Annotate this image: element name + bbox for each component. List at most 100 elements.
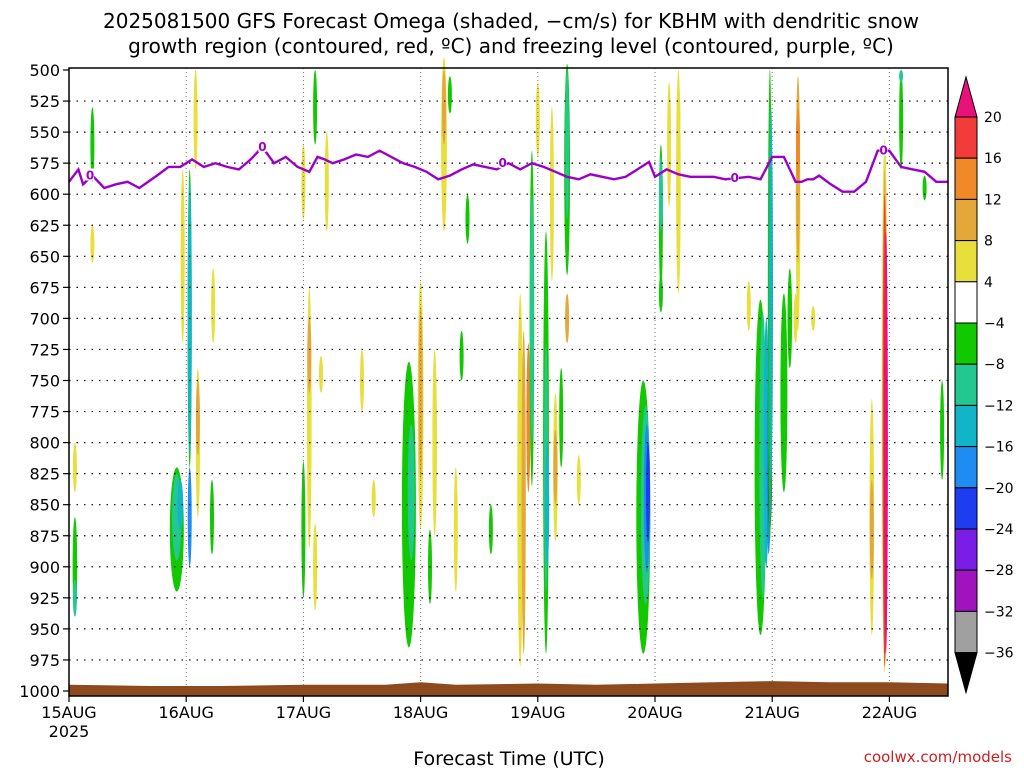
- omega-cell-65: [676, 82, 681, 157]
- omega-cell-90: [922, 175, 927, 201]
- colorbar-label-7: −12: [984, 398, 1014, 414]
- omega-cell-89: [940, 380, 945, 480]
- omega-cell-55: [535, 82, 540, 157]
- colorbar-top-arrow: [954, 75, 978, 118]
- omega-cell-83: [869, 479, 874, 580]
- y-tick-label-975: 975: [29, 651, 60, 670]
- freezing-label-bg-1: [258, 140, 267, 153]
- freezing-level-label-4: 0: [879, 144, 887, 158]
- omega-cell-20: [313, 523, 318, 611]
- colorbar-band-3: [954, 240, 978, 283]
- x-tick-label-20AUG: 20AUG: [627, 703, 682, 722]
- colorbar-band-5: [954, 322, 978, 365]
- omega-cell-39: [488, 504, 493, 555]
- freezing-label-bg-3: [730, 171, 739, 184]
- colorbar-band-11: [954, 569, 978, 612]
- colorbar-band-7: [954, 404, 978, 448]
- y-tick-label-550: 550: [29, 123, 60, 142]
- freezing-level-line: [68, 145, 948, 193]
- omega-cell-88: [899, 70, 904, 170]
- omega-cell-41: [521, 330, 526, 654]
- colorbar-band-1: [954, 157, 978, 200]
- colorbar-band-9: [954, 487, 978, 530]
- omega-cell-49: [553, 430, 558, 505]
- omega-cell-28: [407, 424, 415, 561]
- omega-cell-80: [746, 281, 751, 331]
- colorbar-label-2: 12: [984, 192, 1002, 208]
- omega-cell-31: [432, 349, 438, 536]
- omega-cell-87: [883, 231, 888, 654]
- x-axis-title: Forecast Time (UTC): [413, 748, 604, 768]
- omega-cell-17: [301, 461, 306, 598]
- colorbar-label-5: −4: [984, 316, 1005, 332]
- omega-cell-37: [459, 330, 464, 381]
- omega-cell-35: [447, 76, 452, 114]
- omega-cell-10: [187, 467, 192, 567]
- y-tick-label-600: 600: [29, 185, 60, 204]
- omega-cell-13: [195, 380, 200, 456]
- y-tick-label-850: 850: [29, 496, 60, 515]
- omega-cell-3: [90, 225, 95, 263]
- y-tick-label-500: 500: [29, 61, 60, 80]
- y-tick-label-750: 750: [29, 372, 60, 391]
- omega-cell-26: [371, 479, 376, 518]
- colorbar-band-10: [954, 528, 978, 571]
- x-tick-label-15AUG: 15AUG: [41, 703, 96, 722]
- omega-cell-64: [667, 82, 672, 207]
- colorbar: 20 16 12 8 4 −4 −8 −12 −16 −20 −24 −28 −32 −36: [954, 75, 1014, 695]
- colorbar-label-9: −20: [984, 481, 1014, 497]
- ground-terrain: [69, 681, 948, 696]
- omega-cell-16: [193, 70, 198, 170]
- y-tick-label-925: 925: [29, 589, 60, 608]
- omega-cell-21: [301, 144, 306, 220]
- omega-cell-53: [565, 293, 570, 344]
- chart-title-line1: 2025081500 GFS Forecast Omega (shaded, −…: [103, 9, 919, 33]
- omega-cell-52: [559, 368, 564, 468]
- y-tick-label-525: 525: [29, 92, 60, 111]
- y-tick-label-950: 950: [29, 620, 60, 639]
- y-tick-label-725: 725: [29, 340, 60, 359]
- omega-cell-34: [442, 70, 446, 145]
- y-tick-label-900: 900: [29, 558, 60, 577]
- omega-cell-56: [576, 455, 581, 505]
- y-tick-label-1000: 1000: [19, 682, 60, 701]
- x-tick-label-16AUG: 16AUG: [158, 703, 213, 722]
- omega-cell-2: [90, 107, 95, 182]
- freezing-level-label-1: 0: [258, 140, 266, 154]
- omega-cell-7: [177, 479, 184, 530]
- colorbar-band-4: [954, 281, 978, 324]
- omega-cell-15: [211, 268, 216, 344]
- ground-fill: [69, 681, 948, 696]
- y-axis-ticks: 500 525 550 575 600 625 650 675 700 725 750 775 800 8…: [19, 61, 69, 701]
- freezing-label-bg-0: [86, 168, 95, 181]
- freezing-level-label-3: 0: [731, 171, 739, 185]
- omega-cell-22: [319, 355, 323, 393]
- credit-link[interactable]: coolwx.com/models: [864, 748, 1012, 766]
- x-tick-sublabel-15AUG: 2025: [49, 722, 90, 741]
- omega-cell-14: [210, 479, 214, 555]
- omega-cell-60: [646, 442, 650, 542]
- y-tick-label-575: 575: [29, 154, 60, 173]
- colorbar-label-12: −32: [984, 604, 1014, 620]
- freezing-level-label-0: 0: [86, 169, 94, 183]
- y-tick-label-700: 700: [29, 309, 60, 328]
- x-tick-label-22AUG: 22AUG: [862, 703, 917, 722]
- omega-cell-24: [313, 70, 318, 145]
- colorbar-band-6: [954, 363, 978, 406]
- x-tick-label-21AUG: 21AUG: [744, 703, 799, 722]
- omega-cell-74: [780, 293, 788, 493]
- freezing-level-label-2: 0: [498, 156, 506, 170]
- colorbar-bottom-arrow: [954, 652, 978, 695]
- colorbar-label-1: 16: [984, 151, 1002, 167]
- omega-cell-40: [517, 293, 524, 667]
- omega-cell-81: [811, 306, 816, 331]
- colorbar-label-3: 8: [984, 234, 993, 250]
- omega-cell-66: [658, 275, 663, 313]
- plot-area: 0 0 0 0 0: [68, 57, 949, 697]
- omega-cell-79: [793, 293, 798, 344]
- omega-cell-91: [899, 70, 904, 83]
- y-tick-label-650: 650: [29, 247, 60, 266]
- y-tick-label-875: 875: [29, 527, 60, 546]
- omega-cell-62: [658, 156, 663, 232]
